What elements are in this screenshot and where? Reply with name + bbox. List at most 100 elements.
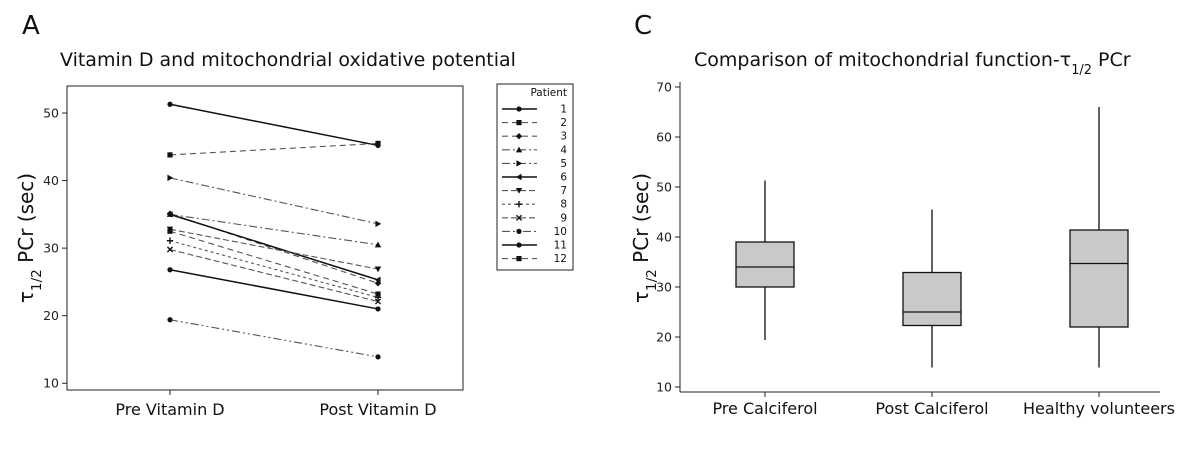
chart-a-series-12 [167,228,381,297]
chart-a-series-line [169,228,379,270]
chart-a-series-line [169,213,379,281]
chart-a-series-9 [166,246,382,305]
legend-marker [516,106,522,112]
chart-c-ytick-label: 10 [656,380,672,395]
chart-c-ytick-label: 50 [656,180,672,195]
chart-c-ytick-label: 30 [656,280,672,295]
legend-item-7: 7 [502,185,567,197]
chart-a-series-2 [167,140,381,158]
legend-label: 1 [560,104,567,116]
legend-item-4: 4 [502,144,567,156]
legend-label: 5 [560,158,567,170]
legend-item-12: 12 [502,253,567,265]
chart-a-series-line [169,213,379,246]
chart-c-box-2 [1069,107,1129,368]
chart-a-series-line [169,213,379,284]
chart-a-series-line [169,319,379,358]
chart-c-ytick-label: 20 [656,330,672,345]
chart-c-ylabel-main: τ [629,291,653,303]
legend-item-8: 8 [502,199,567,211]
chart-a-title: Vitamin D and mitochondrial oxidative po… [60,49,516,71]
chart-a-series-4 [166,211,382,248]
legend-label: 12 [554,253,567,265]
chart-c-box-0 [735,180,795,340]
chart-a-point [166,246,174,253]
chart-a-series-line [169,103,379,147]
legend-marker [516,242,522,248]
chart-a-ylabel-rest: PCr (sec) [14,173,38,269]
legend-marker [516,256,522,262]
legend-item-10: 10 [502,226,567,238]
chart-c-ylabel: τ1/2 PCr (sec) [629,173,660,303]
chart-a-point [167,267,173,273]
legend-item-1: 1 [502,104,567,116]
box-iqr [735,241,795,288]
chart-a-category-label: Pre Vitamin D [115,400,224,419]
legend-marker [516,120,522,126]
chart-a-point [374,266,382,273]
chart-c-title-sub: 1/2 [1071,63,1092,78]
chart-a-point [374,298,382,305]
chart-a-point [375,140,381,147]
chart-a-series-11 [167,267,381,312]
box-iqr [1069,229,1129,328]
legend-item-11: 11 [502,240,567,252]
chart-a-point [374,276,381,284]
chart-a-series-6 [166,211,381,284]
chart-a-series-line [169,142,379,156]
chart-a-point [167,317,173,323]
chart-a-ylabel-sub: 1/2 [29,269,45,291]
chart-a-series-line [169,269,379,310]
chart-c-category-label: Pre Calciferol [712,399,817,418]
legend-item-9: 9 [502,212,567,224]
legend-label: 8 [560,199,567,211]
chart-a-series-10 [167,317,381,360]
chart-c-ytick-label: 40 [656,230,672,245]
chart-a-series-line [169,230,379,295]
chart-c-category-label: Post Calciferol [875,399,988,418]
legend-marker [515,173,522,181]
chart-a-category-label: Post Vitamin D [319,400,436,419]
legend-marker [515,146,523,153]
legend-label: 2 [560,117,567,129]
chart-a-series-5 [167,174,382,228]
legend-marker [515,214,523,221]
chart-a-ytick-label: 20 [43,308,59,323]
chart-c: Comparison of mitochondrial function-τ1/… [629,49,1175,418]
chart-a-point [167,101,173,107]
chart-a-point [375,354,381,360]
legend-label: 3 [560,131,567,143]
chart-a-ylabel: τ1/2 PCr (sec) [14,173,45,303]
chart-c-box-1 [902,209,962,368]
chart-a-ylabel-main: τ [14,291,38,303]
legend-item-3: 3 [502,131,567,143]
chart-a-series-1 [167,101,381,149]
legend-item-2: 2 [502,117,567,129]
legend-label: 6 [560,172,567,184]
legend-item-5: 5 [502,158,567,170]
chart-c-ylabel-sub: 1/2 [644,269,660,291]
chart-a-point [167,152,173,158]
legend-label: 9 [560,212,567,224]
chart-c-title: Comparison of mitochondrial function-τ1/… [694,49,1131,78]
chart-c-ytick-label: 70 [656,80,672,95]
chart-c-ylabel-rest: PCr (sec) [629,173,653,269]
legend-marker [515,133,523,140]
panel-c-letter: C [634,11,652,41]
chart-c-category-label: Healthy volunteers [1023,399,1175,418]
chart-a-ytick-label: 30 [43,241,59,256]
chart-a-series-7 [166,226,382,273]
chart-a-point [167,174,174,182]
chart-c-ytick-label: 60 [656,130,672,145]
chart-a-point [375,306,381,312]
legend-label: 10 [554,226,567,238]
legend-marker [516,160,523,167]
chart-a-point [375,291,381,297]
chart-a-point [166,211,173,218]
chart-a-series-line [169,177,379,225]
chart-a-ytick-label: 50 [43,106,59,121]
chart-a-point [166,237,174,244]
